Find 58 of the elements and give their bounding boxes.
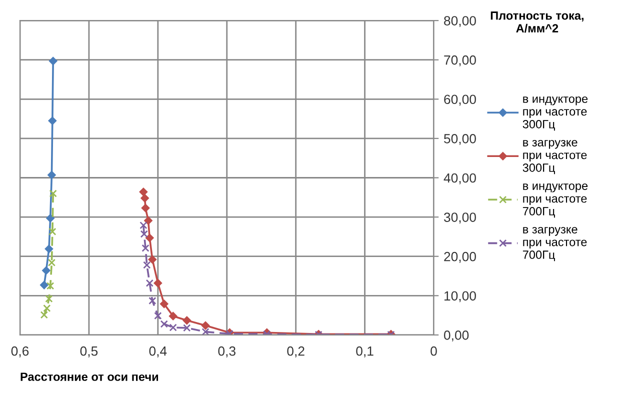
point — [40, 280, 48, 290]
point — [154, 312, 162, 320]
y-axis-title: Плотность тока, А/мм^2 — [490, 12, 584, 33]
x-tick-label: 0,1 — [356, 346, 374, 358]
y-tick-label: 20,00 — [444, 252, 476, 263]
y-tick-label: 70,00 — [444, 55, 476, 66]
x-axis-title: Расстояние от оси печи — [20, 372, 158, 381]
y-tick-label: 0,00 — [444, 330, 469, 342]
point — [146, 234, 154, 242]
x-tick-label: 0,6 — [11, 346, 29, 358]
point — [140, 194, 149, 202]
point — [140, 221, 148, 230]
legend-label: в загрузке при частоте 700Гц — [522, 227, 587, 262]
point — [42, 266, 50, 275]
point — [48, 116, 57, 125]
y-tick-label: 30,00 — [444, 212, 476, 224]
point — [160, 320, 168, 328]
point — [40, 311, 48, 319]
point — [140, 230, 148, 238]
point — [48, 170, 56, 180]
x-tick-label: 0,2 — [287, 346, 304, 358]
point — [48, 56, 58, 66]
point — [160, 300, 168, 308]
y-tick-label: 80,00 — [444, 16, 476, 28]
point — [182, 316, 192, 325]
point — [148, 255, 157, 264]
point — [141, 204, 150, 212]
point — [139, 188, 148, 196]
legend-label: в индукторе при частоте 700Гц — [522, 183, 588, 218]
point — [201, 321, 210, 330]
legend-label: в загрузке при частоте 300Гц — [522, 140, 587, 174]
point — [168, 312, 178, 320]
x-tick-label: 0,4 — [149, 346, 167, 358]
point — [144, 216, 152, 225]
point — [146, 279, 154, 287]
point — [46, 214, 54, 222]
point — [44, 244, 54, 254]
point — [202, 328, 210, 335]
y-tick-label: 40,00 — [444, 173, 476, 184]
point — [169, 324, 177, 332]
point — [48, 228, 56, 236]
point — [142, 244, 150, 252]
point — [148, 296, 156, 305]
point — [48, 258, 56, 266]
point — [45, 294, 53, 303]
legend-label: в индукторе при частоте 300Гц — [522, 96, 588, 131]
y-tick-label: 60,00 — [444, 94, 476, 106]
point — [154, 278, 162, 288]
y-tick-label: 10,00 — [444, 291, 476, 302]
point — [43, 304, 51, 312]
x-tick-label: 0,3 — [218, 346, 236, 358]
point — [46, 282, 54, 290]
y-tick-label: 50,00 — [444, 134, 476, 145]
point — [49, 190, 57, 198]
x-tick-label: 0,5 — [80, 346, 98, 358]
x-tick-label: 0 — [430, 346, 437, 356]
point — [183, 324, 191, 332]
point — [143, 261, 151, 269]
